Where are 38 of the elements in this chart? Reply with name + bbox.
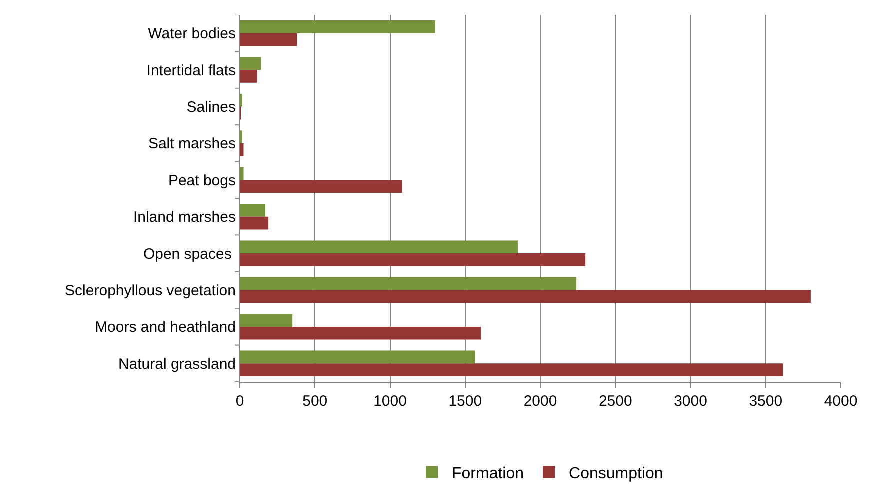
legend-label: Consumption [569, 466, 664, 483]
bar [240, 204, 266, 217]
y-tick-label: Peat bogs [168, 172, 236, 190]
bar [240, 290, 811, 304]
bar [240, 314, 293, 327]
x-tick-label: 2500 [598, 393, 632, 410]
bar [240, 70, 258, 83]
x-tick-label: 3500 [749, 393, 783, 410]
y-tick-label: Sclerophyllous vegetation [65, 282, 236, 300]
y-tick-label: Open spaces [143, 246, 236, 263]
bar [240, 143, 244, 156]
bar [240, 277, 577, 290]
y-tick-label: Salines [186, 99, 236, 116]
x-tick-label: 0 [236, 393, 244, 410]
bar [240, 254, 586, 266]
legend-label: Formation [452, 466, 524, 483]
x-tick-label: 4000 [824, 393, 858, 410]
bar [240, 167, 244, 180]
bar [240, 20, 436, 34]
bar [240, 364, 784, 376]
y-tick-label: Intertidal flats [146, 62, 236, 80]
y-tick-label: Natural grassland [118, 356, 236, 373]
x-tick-label: 3000 [674, 393, 708, 410]
x-tick-label: 2000 [524, 393, 558, 410]
bar [240, 180, 402, 193]
y-tick-label: Inland marshes [133, 209, 236, 226]
x-tick-label: 1500 [448, 393, 482, 410]
bar [240, 326, 482, 340]
bar [240, 57, 262, 70]
y-tick-label: Salt marshes [148, 136, 236, 153]
x-tick-label: 1000 [374, 393, 407, 410]
x-tick-label: 500 [302, 393, 328, 410]
y-tick-label: Water bodies [148, 26, 236, 43]
y-tick-label: Moors and heathland [95, 319, 236, 336]
bar [240, 240, 518, 254]
bar [240, 216, 269, 230]
bar [240, 350, 476, 364]
bar [240, 33, 298, 46]
